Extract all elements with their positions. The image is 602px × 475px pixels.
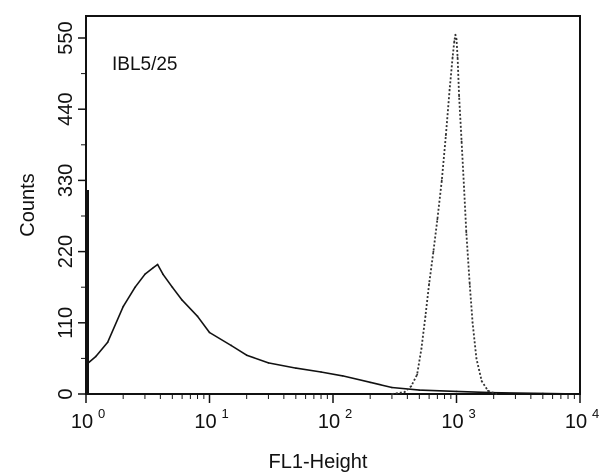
series-2-point (424, 315, 427, 318)
series-2-point (416, 373, 419, 376)
series-2-point (428, 283, 431, 285)
series-1-point (208, 331, 211, 334)
series-2-point (454, 33, 457, 36)
series-1-point (230, 344, 233, 347)
x-tick-base: 10 (441, 411, 463, 433)
series-2-point (480, 380, 483, 382)
y-tick-label: 550 (55, 21, 77, 54)
series-1-point (156, 263, 159, 266)
series-2-point (458, 95, 461, 98)
x-tick-exponent: 1 (222, 406, 229, 421)
series-1-point (320, 371, 322, 373)
series-2-point (440, 179, 443, 182)
series-1-point (579, 393, 581, 395)
series-2-point (403, 391, 406, 393)
x-tick-base: 10 (318, 411, 340, 433)
series-2-point (495, 393, 498, 395)
series-2-point (391, 393, 393, 395)
x-tick-label: 10 (71, 411, 93, 433)
series-1-point (541, 392, 544, 395)
x-tick-exponent: 3 (469, 406, 476, 421)
series-2-point (420, 347, 423, 350)
x-tick-base: 10 (194, 411, 216, 433)
series-1-point (196, 315, 199, 318)
x-tick-exponent: 0 (98, 406, 105, 421)
series-2-point (410, 385, 413, 388)
x-tick-base: 10 (565, 411, 587, 433)
series-2-point (448, 88, 451, 91)
series-1-point (122, 305, 125, 308)
histogram-series-2 (391, 33, 497, 395)
x-axis-label: FL1-Height (269, 451, 368, 473)
x-tick-label: 10 (194, 411, 216, 433)
series-1-point (144, 273, 146, 276)
series-2-point (465, 231, 468, 234)
series-layer (85, 33, 581, 395)
series-1-point (267, 362, 270, 364)
series-2-point (463, 185, 465, 188)
series-1-point (369, 381, 372, 384)
series-2-point (471, 321, 474, 324)
series-2-point (451, 56, 454, 59)
x-tick-exponent: 4 (592, 406, 599, 421)
series-1-point (94, 355, 97, 358)
x-tick-label: 10 (441, 411, 463, 433)
series-2-point (475, 357, 478, 360)
y-tick-label: 440 (55, 93, 77, 126)
series-2-point (453, 40, 456, 43)
x-tick-label: 10 (318, 411, 340, 433)
series-1-point (134, 286, 137, 289)
x-tick-label: 10 (565, 411, 587, 433)
series-2-point (460, 140, 463, 143)
series-2-point (456, 56, 459, 59)
y-axis-label: Counts (17, 173, 39, 236)
sample-annotation: IBL5/25 (112, 54, 178, 75)
series-1-point (391, 386, 393, 389)
series-1-point (294, 367, 297, 370)
series-1-point (162, 273, 164, 276)
series-2-point (468, 283, 471, 285)
series-2-point (487, 389, 489, 392)
series-1-point (85, 363, 87, 366)
series-1-point (245, 354, 248, 357)
y-tick-label: 220 (55, 235, 77, 268)
series-2-point (444, 134, 447, 136)
series-2-point (432, 250, 435, 253)
series-1-point (181, 299, 184, 302)
series-1-point (418, 389, 421, 392)
series-1-point (152, 266, 155, 269)
series-1-point (341, 374, 344, 377)
series-2-point (455, 38, 458, 41)
series-1-point (171, 286, 174, 289)
y-tick-label: 0 (55, 388, 77, 399)
x-tick-exponent: 2 (345, 406, 352, 421)
y-tick-label: 110 (55, 307, 77, 339)
series-1-point (455, 390, 458, 393)
y-tick-label: 330 (55, 164, 77, 197)
series-1-point (106, 341, 109, 344)
series-2-point (436, 218, 439, 221)
histogram-series-1 (85, 263, 581, 395)
x-tick-base: 10 (71, 411, 93, 433)
